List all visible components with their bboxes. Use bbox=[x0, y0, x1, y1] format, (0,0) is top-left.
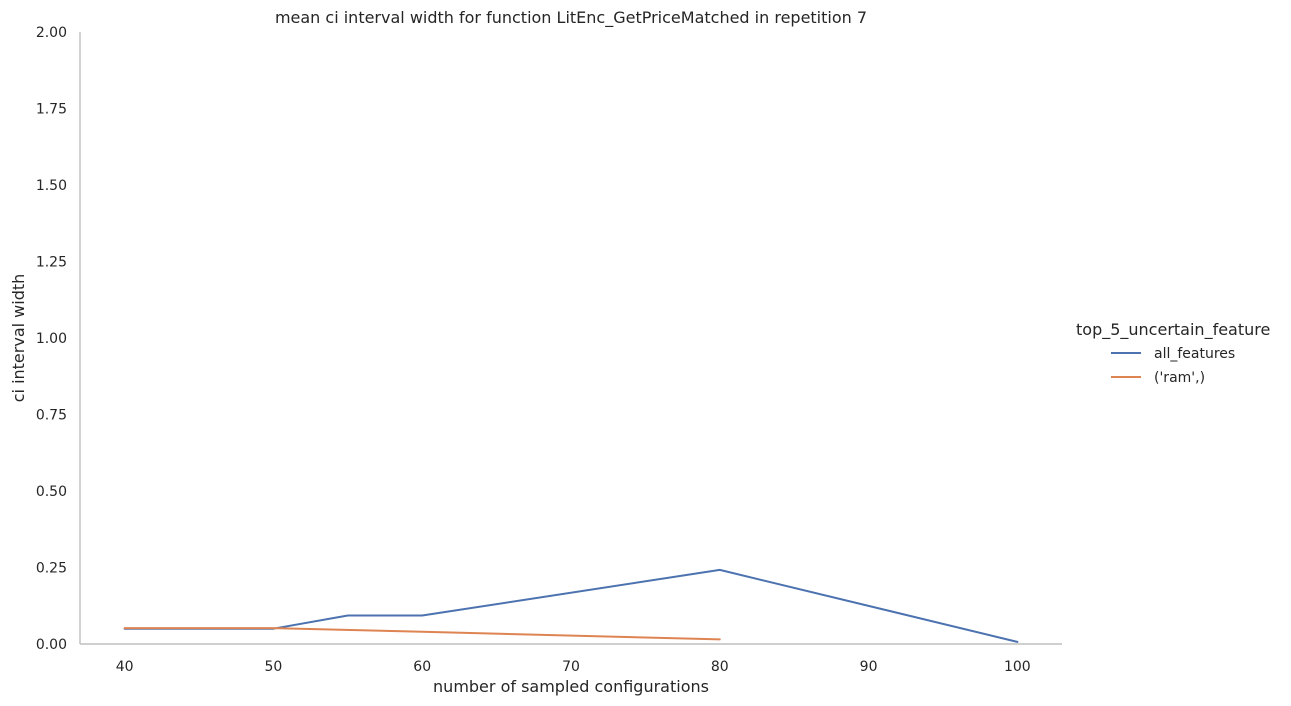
legend-items: all_features ('ram',) bbox=[1111, 346, 1235, 386]
x-tick-label: 80 bbox=[711, 659, 729, 675]
y-tick-label: 0.00 bbox=[36, 637, 67, 653]
y-axis-label: ci interval width bbox=[9, 274, 28, 403]
y-tick-label: 0.75 bbox=[36, 408, 67, 424]
y-tick-label: 0.25 bbox=[36, 561, 67, 577]
y-tick-label: 1.00 bbox=[36, 331, 67, 347]
x-tick-label: 60 bbox=[413, 659, 431, 675]
y-tick-label: 2.00 bbox=[36, 25, 67, 41]
x-tick-label: 70 bbox=[562, 659, 580, 675]
x-axis-label: number of sampled configurations bbox=[433, 677, 709, 696]
x-tick-label: 50 bbox=[265, 659, 283, 675]
series-line-all-features bbox=[123, 568, 1019, 643]
y-tick-label: 1.50 bbox=[36, 178, 67, 194]
y-axis-ticks: 0.00 0.25 0.50 0.75 1.00 1.25 1.50 1.75 2.00 bbox=[36, 25, 67, 653]
y-tick-label: 1.75 bbox=[36, 102, 67, 118]
y-tick-label: 1.25 bbox=[36, 255, 67, 271]
x-tick-label: 90 bbox=[860, 659, 878, 675]
series-line-ram bbox=[123, 627, 721, 641]
legend-title: top_5_uncertain_feature bbox=[1076, 320, 1270, 340]
x-tick-label: 100 bbox=[1004, 659, 1031, 675]
x-axis-ticks: 40 50 60 70 80 90 100 bbox=[116, 659, 1031, 675]
legend: top_5_uncertain_feature all_features ('ra… bbox=[1076, 320, 1270, 386]
legend-label: ('ram',) bbox=[1154, 370, 1205, 386]
legend-label: all_features bbox=[1154, 346, 1235, 362]
chart-title: mean ci interval width for function LitE… bbox=[275, 8, 867, 28]
y-tick-label: 0.50 bbox=[36, 484, 67, 500]
plot-series bbox=[123, 568, 1019, 643]
x-tick-label: 40 bbox=[116, 659, 134, 675]
